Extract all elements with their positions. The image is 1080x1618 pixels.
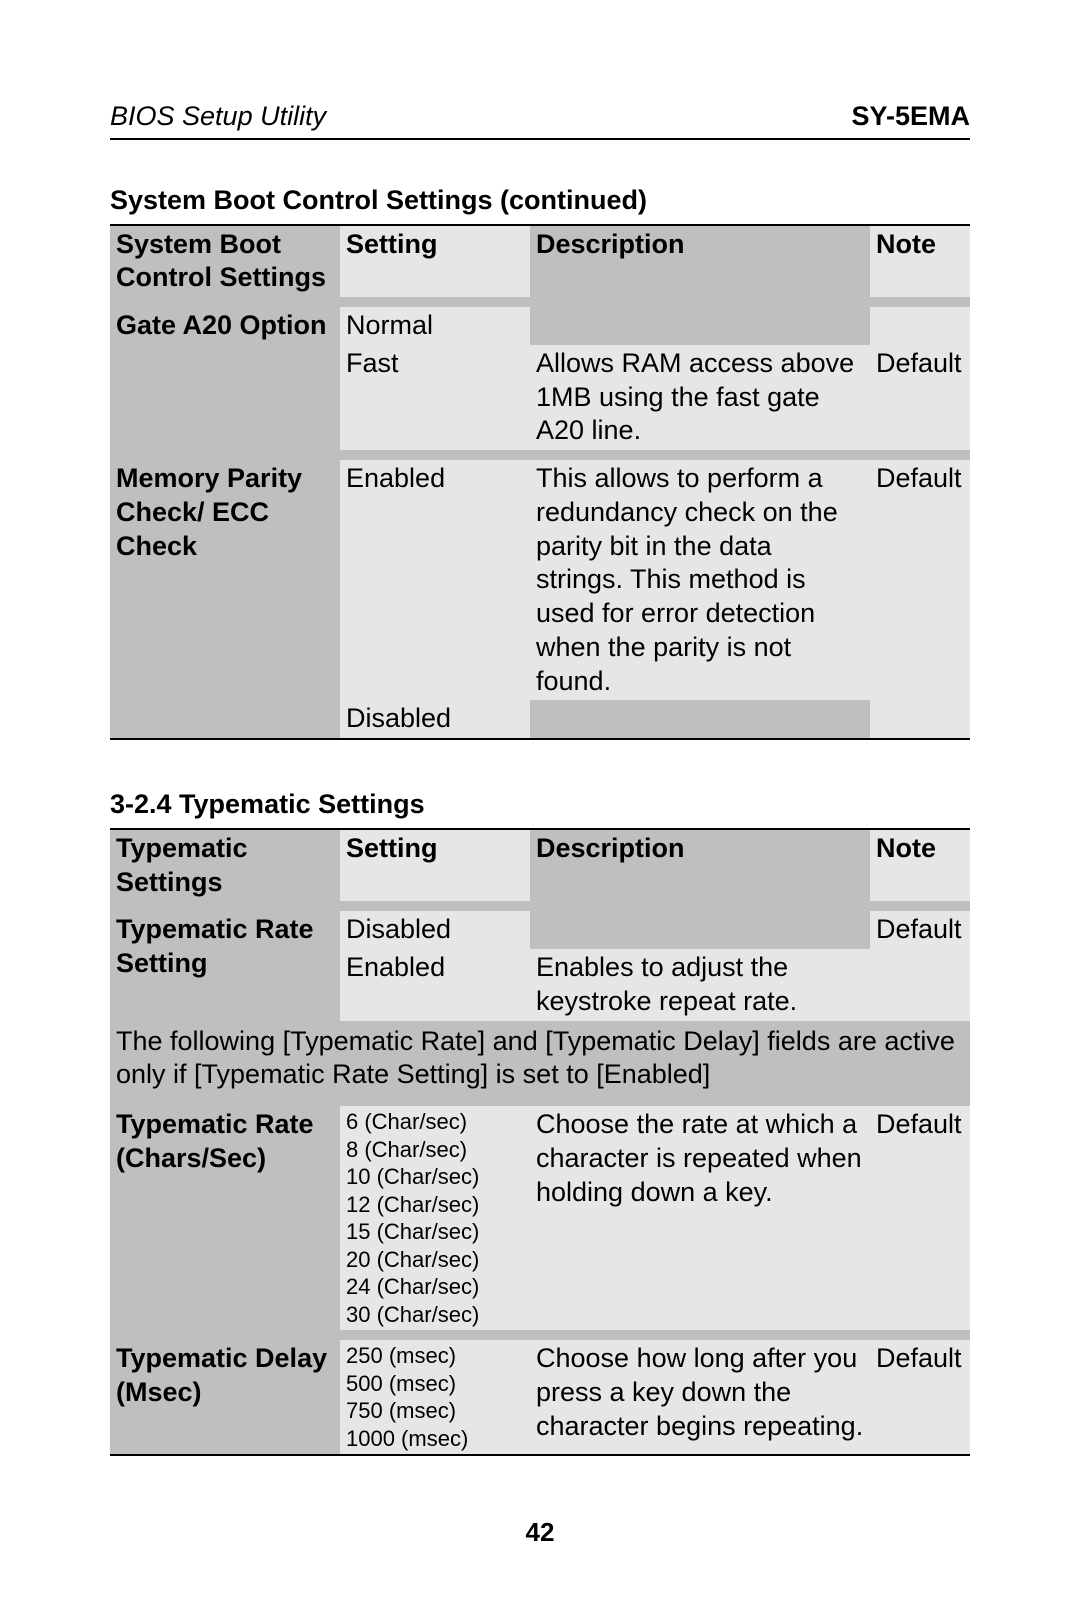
note-text: The following [Typematic Rate] and [Type… xyxy=(110,1021,970,1097)
table-header-row: System Boot Control Settings Setting Des… xyxy=(110,225,970,298)
setting-value: Disabled xyxy=(340,911,530,949)
setting-label: Typematic Rate Setting xyxy=(110,911,340,1020)
setting-label: Gate A20 Option xyxy=(110,307,340,450)
setting-note xyxy=(870,949,970,1021)
setting-desc: Choose the rate at which a character is … xyxy=(530,1106,870,1330)
setting-label: Typematic Delay (Msec) xyxy=(110,1340,340,1455)
setting-value: Fast xyxy=(340,345,530,450)
setting-note: Default xyxy=(870,1340,970,1455)
header-right: SY-5EMA xyxy=(851,100,970,134)
col-header: Note xyxy=(870,225,970,298)
setting-note: Default xyxy=(870,1106,970,1330)
row-gap xyxy=(110,450,970,460)
table-row: Typematic Rate (Chars/Sec) 6 (Char/sec)8… xyxy=(110,1106,970,1330)
setting-value-list: 250 (msec)500 (msec)750 (msec)1000 (msec… xyxy=(340,1340,530,1455)
setting-desc: Allows RAM access above 1MB using the fa… xyxy=(530,345,870,450)
table-row: Gate A20 Option Normal xyxy=(110,307,970,345)
setting-label: Memory Parity Check/ ECC Check xyxy=(110,460,340,739)
section-title-1: System Boot Control Settings (continued) xyxy=(110,184,970,218)
setting-desc xyxy=(530,911,870,949)
setting-note: Default xyxy=(870,911,970,949)
setting-value: Enabled xyxy=(340,949,530,1021)
col-header: Note xyxy=(870,829,970,902)
col-header: Setting xyxy=(340,829,530,902)
table-row: Typematic Delay (Msec) 250 (msec)500 (ms… xyxy=(110,1340,970,1455)
section-title-2: 3-2.4 Typematic Settings xyxy=(110,788,970,822)
setting-value: Enabled xyxy=(340,460,530,700)
header-left: BIOS Setup Utility xyxy=(110,100,326,134)
table-system-boot: System Boot Control Settings Setting Des… xyxy=(110,224,970,741)
row-gap xyxy=(110,297,970,307)
setting-desc xyxy=(530,700,870,739)
table-note-row: The following [Typematic Rate] and [Type… xyxy=(110,1021,970,1097)
setting-note xyxy=(870,700,970,739)
table-row: Typematic Rate Setting Disabled Default xyxy=(110,911,970,949)
setting-note xyxy=(870,307,970,345)
row-gap xyxy=(110,1330,970,1340)
col-header: Setting xyxy=(340,225,530,298)
setting-note: Default xyxy=(870,460,970,700)
col-header: Description xyxy=(530,225,870,298)
table-typematic: Typematic Settings Setting Description N… xyxy=(110,828,970,1456)
col-header: Typematic Settings xyxy=(110,829,340,902)
setting-label: Typematic Rate (Chars/Sec) xyxy=(110,1106,340,1330)
setting-desc: Choose how long after you press a key do… xyxy=(530,1340,870,1455)
page-number: 42 xyxy=(110,1516,970,1549)
col-header: Description xyxy=(530,829,870,902)
setting-desc: This allows to perform a redundancy chec… xyxy=(530,460,870,700)
col-header: System Boot Control Settings xyxy=(110,225,340,298)
row-gap xyxy=(110,901,970,911)
table-header-row: Typematic Settings Setting Description N… xyxy=(110,829,970,902)
setting-value: Normal xyxy=(340,307,530,345)
setting-value: Disabled xyxy=(340,700,530,739)
setting-desc: Enables to adjust the keystroke repeat r… xyxy=(530,949,870,1021)
row-gap xyxy=(110,1096,970,1106)
setting-desc xyxy=(530,307,870,345)
page-header: BIOS Setup Utility SY-5EMA xyxy=(110,100,970,140)
setting-note: Default xyxy=(870,345,970,450)
table-row: Memory Parity Check/ ECC Check Enabled T… xyxy=(110,460,970,700)
setting-value-list: 6 (Char/sec)8 (Char/sec)10 (Char/sec)12 … xyxy=(340,1106,530,1330)
